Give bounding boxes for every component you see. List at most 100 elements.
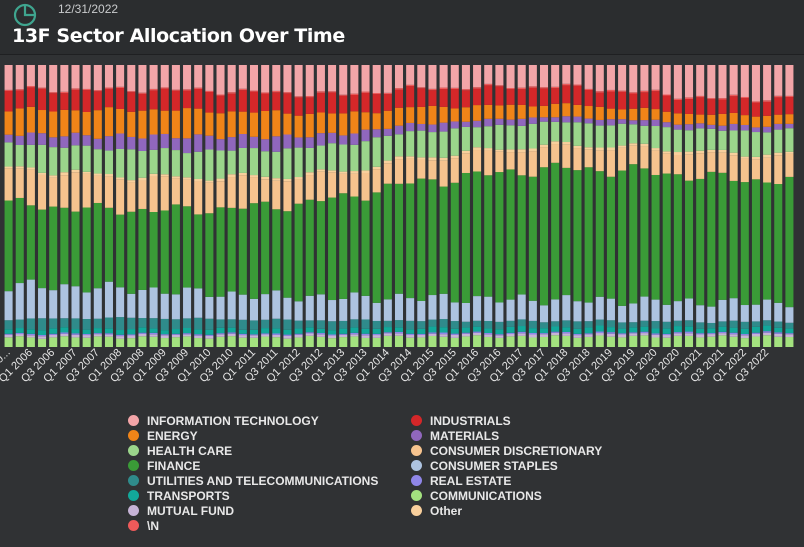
bar-segment-consumer-staples-39[interactable] — [439, 293, 448, 320]
bar-segment-materials-57[interactable] — [640, 120, 649, 126]
bar-segment-materials-20[interactable] — [227, 137, 236, 151]
bar-segment--n-47[interactable] — [528, 86, 537, 88]
bar-segment-communications-55[interactable] — [618, 337, 627, 347]
bar-segment-real-estate-31[interactable] — [350, 332, 359, 335]
bar-segment-finance-47[interactable] — [528, 176, 537, 301]
bar-segment-finance-34[interactable] — [383, 183, 392, 300]
bar-segment-industrials-21[interactable] — [238, 90, 247, 112]
bar-segment-information-technology-28[interactable] — [316, 65, 325, 92]
bar-segment-consumer-staples-33[interactable] — [372, 302, 381, 321]
bar-segment-consumer-discretionary-25[interactable] — [283, 181, 292, 212]
bar-segment-communications-14[interactable] — [160, 338, 169, 347]
bar-segment-materials-34[interactable] — [383, 128, 392, 136]
bar-segment-industrials-49[interactable] — [551, 88, 560, 104]
bar-segment-communications-18[interactable] — [205, 338, 214, 347]
bar-segment-transports-17[interactable] — [194, 329, 203, 335]
bar-segment-materials-5[interactable] — [60, 136, 69, 148]
bar-segment-other-38[interactable] — [428, 157, 437, 161]
bar-segment-consumer-discretionary-50[interactable] — [562, 144, 571, 168]
bar-segment-finance-62[interactable] — [696, 178, 705, 306]
bar-segment-utilities-and-telecommunications-27[interactable] — [305, 320, 314, 328]
bar-segment-consumer-discretionary-33[interactable] — [372, 169, 381, 193]
bar-segment-real-estate-7[interactable] — [82, 334, 91, 336]
bar-segment-information-technology-15[interactable] — [171, 65, 180, 90]
bar-segment-real-estate-12[interactable] — [138, 332, 147, 334]
bar-segment-finance-7[interactable] — [82, 207, 91, 293]
bar-segment-industrials-0[interactable] — [4, 90, 13, 112]
bar-segment-transports-33[interactable] — [372, 328, 381, 334]
bar-segment-utilities-and-telecommunications-28[interactable] — [316, 320, 325, 329]
bar-segment-utilities-and-telecommunications-20[interactable] — [227, 319, 236, 328]
bar-segment-health-care-32[interactable] — [361, 141, 370, 171]
bar-segment-industrials-70[interactable] — [785, 97, 794, 115]
bar-segment-industrials-58[interactable] — [651, 91, 660, 110]
bar-segment-other-12[interactable] — [138, 177, 147, 181]
bar-segment-materials-8[interactable] — [93, 138, 102, 150]
bar-segment-finance-45[interactable] — [506, 169, 515, 300]
bar-segment-finance-36[interactable] — [406, 183, 415, 299]
bar-segment-energy-65[interactable] — [729, 112, 738, 124]
bar-segment-energy-3[interactable] — [38, 110, 47, 134]
bar-segment-utilities-and-telecommunications-26[interactable] — [294, 320, 303, 329]
bar-segment-utilities-and-telecommunications-2[interactable] — [26, 318, 35, 330]
bar-segment-utilities-and-telecommunications-22[interactable] — [249, 320, 258, 330]
bar-segment-consumer-discretionary-13[interactable] — [149, 176, 158, 213]
bar-segment-consumer-staples-55[interactable] — [618, 305, 627, 323]
bar-segment--n-63[interactable] — [707, 98, 716, 100]
bar-segment-real-estate-25[interactable] — [283, 334, 292, 336]
bar-segment-real-estate-38[interactable] — [428, 332, 437, 334]
bar-segment-mutual-fund-60[interactable] — [673, 333, 682, 336]
bar-segment-materials-10[interactable] — [116, 133, 125, 149]
bar-segment-other-36[interactable] — [406, 156, 415, 159]
bar-segment-energy-30[interactable] — [339, 113, 348, 136]
bar-segment-materials-45[interactable] — [506, 119, 515, 126]
bar-segment-communications-32[interactable] — [361, 337, 370, 347]
bar-segment-consumer-staples-4[interactable] — [49, 290, 58, 319]
bar-segment-health-care-24[interactable] — [272, 151, 281, 179]
bar-segment-materials-6[interactable] — [71, 132, 80, 146]
bar-segment-other-27[interactable] — [305, 172, 314, 176]
bar-segment-real-estate-42[interactable] — [473, 331, 482, 333]
bar-segment-consumer-discretionary-11[interactable] — [127, 182, 136, 212]
bar-segment-finance-66[interactable] — [740, 182, 749, 306]
bar-segment-consumer-staples-6[interactable] — [71, 286, 80, 319]
bar-segment-health-care-23[interactable] — [261, 151, 270, 177]
bar-segment-consumer-discretionary-68[interactable] — [763, 157, 772, 183]
bar-segment-consumer-discretionary-31[interactable] — [350, 173, 359, 197]
bar-segment--n-20[interactable] — [227, 92, 236, 94]
bar-segment-health-care-67[interactable] — [751, 132, 760, 157]
bar-segment-health-care-47[interactable] — [528, 123, 537, 149]
bar-segment-consumer-staples-43[interactable] — [484, 296, 493, 321]
bar-segment-consumer-discretionary-10[interactable] — [116, 179, 125, 215]
bar-segment-health-care-52[interactable] — [584, 123, 593, 148]
bar-segment-finance-13[interactable] — [149, 212, 158, 288]
bar-segment-consumer-staples-9[interactable] — [104, 281, 113, 318]
bar-segment-industrials-51[interactable] — [573, 85, 582, 105]
bar-segment-materials-35[interactable] — [394, 125, 404, 135]
bar-segment-energy-39[interactable] — [439, 106, 448, 123]
bar-segment-other-54[interactable] — [606, 147, 615, 151]
bar-segment-industrials-23[interactable] — [261, 93, 270, 111]
bar-segment-consumer-staples-27[interactable] — [305, 295, 314, 321]
bar-segment-finance-42[interactable] — [473, 171, 482, 297]
bar-segment-consumer-discretionary-46[interactable] — [517, 152, 526, 176]
bar-segment-communications-35[interactable] — [394, 335, 404, 347]
bar-segment-information-technology-17[interactable] — [194, 65, 203, 88]
bar-segment--n-9[interactable] — [104, 87, 113, 89]
bar-segment-consumer-discretionary-44[interactable] — [495, 151, 504, 173]
bar-segment-information-technology-51[interactable] — [573, 65, 582, 85]
bar-segment-information-technology-69[interactable] — [774, 65, 783, 96]
bar-segment-consumer-discretionary-48[interactable] — [540, 147, 549, 168]
bar-segment-utilities-and-telecommunications-42[interactable] — [473, 320, 482, 327]
bar-segment-utilities-and-telecommunications-54[interactable] — [606, 320, 615, 328]
bar-segment-health-care-35[interactable] — [394, 134, 404, 157]
bar-segment-finance-35[interactable] — [394, 183, 404, 294]
bar-segment-health-care-45[interactable] — [506, 125, 515, 150]
bar-segment-industrials-43[interactable] — [484, 85, 493, 105]
bar-segment-transports-68[interactable] — [763, 325, 772, 332]
bar-segment-finance-5[interactable] — [60, 207, 69, 285]
bar-segment-industrials-66[interactable] — [740, 98, 749, 116]
bar-segment-real-estate-28[interactable] — [316, 333, 325, 335]
bar-segment-transports-70[interactable] — [785, 328, 794, 334]
bar-segment-consumer-staples-42[interactable] — [473, 296, 482, 321]
